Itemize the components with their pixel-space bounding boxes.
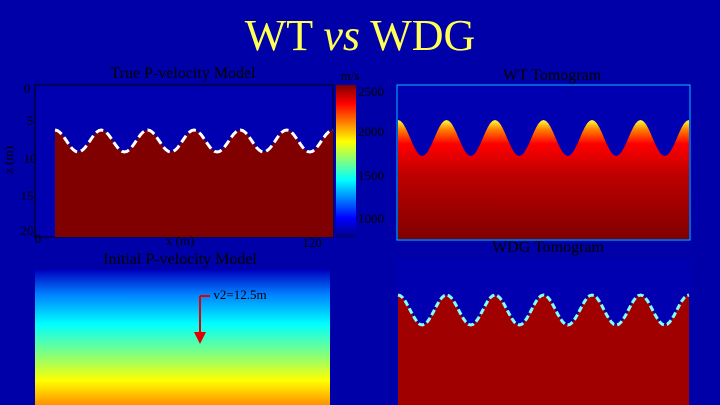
colorbar-tick: 1500: [358, 168, 384, 183]
panel-title: WDG Tomogram: [492, 239, 604, 256]
arrow-head: [194, 332, 206, 344]
title-part: WDG: [370, 11, 475, 60]
title-part: WT: [245, 11, 314, 60]
slide-title: WT vs WDG: [245, 11, 476, 60]
initial-model-panel: [35, 270, 330, 405]
annotation: v2=12.5m: [213, 287, 266, 302]
tick-label: 0: [35, 231, 42, 246]
true-model-layer: [55, 130, 333, 237]
colorbar-tick: 2000: [358, 124, 384, 139]
axis-label: z (m): [1, 146, 16, 174]
panel-title: True P-velocity Model: [110, 65, 256, 82]
colorbar-unit: m/s: [341, 68, 360, 83]
tick-label: 10: [24, 151, 37, 166]
panel-title: Initial P-velocity Model: [103, 251, 257, 268]
tick-label: 0: [24, 81, 31, 96]
wdg-layer: [398, 295, 689, 405]
interface-line: [54, 128, 334, 154]
tick-label: 20: [21, 223, 34, 238]
axis-label: x (m): [166, 233, 195, 248]
title-part: vs: [323, 11, 360, 60]
tick-label: 5: [27, 113, 34, 128]
tick-label: 15: [21, 188, 34, 203]
colorbar-tick: 1000: [358, 211, 384, 226]
interface-line: [397, 293, 690, 327]
wt-layer: [398, 120, 689, 239]
tick-label: 120: [302, 235, 322, 250]
colorbar: [336, 85, 356, 238]
panel-title: WT Tomogram: [503, 67, 602, 84]
colorbar-tick: 2500: [358, 84, 384, 99]
